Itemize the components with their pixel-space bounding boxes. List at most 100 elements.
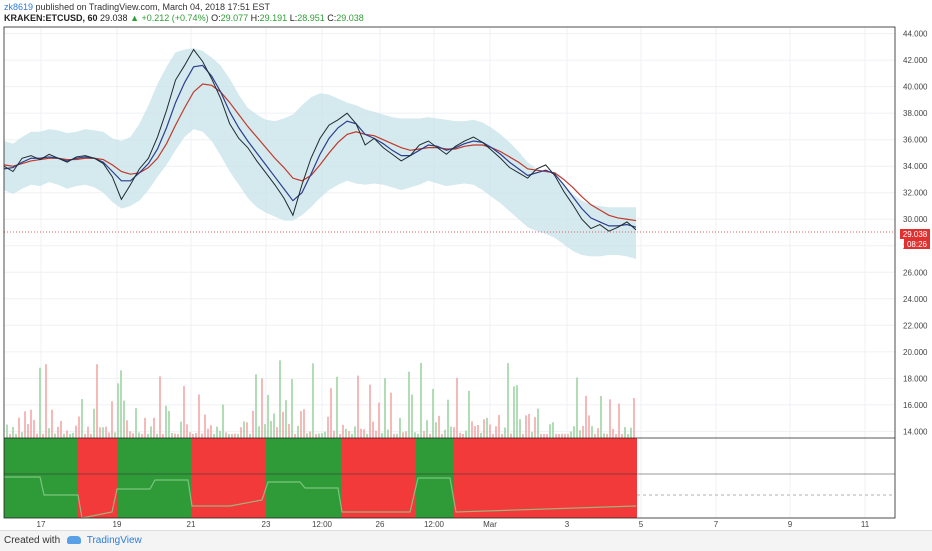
x-tick-label: 3 <box>565 520 570 529</box>
price-chart[interactable]: 44.000 42.000 40.000 38.000 36.000 34.000 32.0… <box>0 0 932 530</box>
x-tick-label: Mar <box>483 520 497 529</box>
volume-bar <box>81 399 83 438</box>
created-with-text: Created with <box>4 535 61 546</box>
volume-bar <box>153 417 155 438</box>
author-link[interactable]: zk8619 <box>4 2 34 12</box>
price-change: +0.212 (+0.74%) <box>141 13 209 23</box>
volume-bar <box>282 411 284 438</box>
volume-bars <box>6 360 635 438</box>
volume-bar <box>297 425 299 438</box>
volume-bar <box>351 433 353 438</box>
volume-bar <box>417 433 419 438</box>
volume-bar <box>519 419 521 438</box>
countdown-tag-bg <box>904 239 930 249</box>
volume-bar <box>261 378 263 438</box>
volume-bar <box>216 426 218 438</box>
x-tick-label: 9 <box>788 520 793 529</box>
volume-bar <box>219 430 221 438</box>
volume-bar <box>99 427 101 438</box>
volume-bar <box>576 377 578 438</box>
volume-bar <box>105 426 107 438</box>
y-tick-label: 22.000 <box>903 321 928 330</box>
tradingview-logo-icon[interactable] <box>66 536 81 545</box>
volume-bar <box>165 405 167 438</box>
volume-bar <box>456 377 458 438</box>
volume-bar <box>537 408 539 438</box>
volume-bar <box>531 431 533 438</box>
volume-bar <box>591 426 593 438</box>
volume-bar <box>255 374 257 438</box>
volume-bar <box>363 429 365 438</box>
indicator-zone <box>454 438 637 518</box>
volume-bar <box>402 432 404 438</box>
volume-bar <box>429 433 431 438</box>
x-tick-label: 12:00 <box>312 520 333 529</box>
volume-bar <box>39 367 41 438</box>
volume-bar <box>504 427 506 438</box>
volume-bar <box>54 433 56 438</box>
axes <box>3 26 896 519</box>
volume-bar <box>627 433 629 438</box>
volume-bar <box>336 376 338 438</box>
x-tick-label: 12:00 <box>424 520 445 529</box>
volume-bar <box>465 430 467 438</box>
volume-bar <box>96 364 98 438</box>
y-tick-label: 16.000 <box>903 401 928 410</box>
symbol-name[interactable]: KRAKEN:ETCUSD, 60 <box>4 13 98 23</box>
indicator-panel <box>4 438 895 519</box>
volume-bar <box>333 430 335 438</box>
volume-bar <box>291 379 293 438</box>
volume-bar <box>522 433 524 438</box>
volume-bar <box>387 429 389 438</box>
volume-bar <box>141 433 143 438</box>
volume-bar <box>453 427 455 438</box>
volume-bar <box>630 427 632 438</box>
volume-bar <box>612 428 614 438</box>
volume-bar <box>135 408 137 438</box>
volume-bar <box>114 432 116 438</box>
y-tick-label: 20.000 <box>903 348 928 357</box>
volume-bar <box>573 426 575 438</box>
price-tags: 29.038 08:26 <box>900 229 930 249</box>
volume-bar <box>201 433 203 438</box>
last-price-tag: 29.038 <box>903 230 928 239</box>
volume-bar <box>222 404 224 438</box>
volume-bar <box>225 432 227 438</box>
low-label: L: <box>289 13 298 23</box>
volume-bar <box>129 431 131 438</box>
volume-bar <box>303 409 305 438</box>
volume-bar <box>162 433 164 438</box>
close-label: C: <box>327 13 337 23</box>
volume-bar <box>489 424 491 438</box>
volume-bar <box>498 414 500 438</box>
volume-bar <box>585 395 587 438</box>
volume-bar <box>594 433 596 438</box>
y-tick-label: 32.000 <box>903 189 928 198</box>
volume-bar <box>273 413 275 438</box>
volume-bar <box>264 424 266 438</box>
x-tick-label: 5 <box>639 520 644 529</box>
volume-bar <box>441 433 443 438</box>
y-tick-label: 36.000 <box>903 136 928 145</box>
volume-bar <box>528 413 530 438</box>
volume-bar <box>147 433 149 438</box>
volume-bar <box>339 433 341 438</box>
volume-bar <box>12 427 14 438</box>
tradingview-brand-link[interactable]: TradingView <box>86 535 142 546</box>
volume-bar <box>435 422 437 438</box>
volume-bar <box>24 411 26 438</box>
volume-bar <box>459 432 461 438</box>
volume-bar <box>369 384 371 438</box>
volume-bar <box>249 433 251 438</box>
volume-bar <box>108 432 110 438</box>
volume-bar <box>258 426 260 438</box>
volume-bar <box>75 425 77 438</box>
volume-bar <box>468 390 470 438</box>
indicator-zone <box>341 438 416 518</box>
indicator-zone <box>266 438 341 518</box>
y-tick-label: 18.000 <box>903 374 928 383</box>
volume-bar <box>57 426 59 438</box>
volume-bar <box>15 433 17 438</box>
volume-bar <box>408 371 410 438</box>
indicator-zone <box>191 438 266 518</box>
